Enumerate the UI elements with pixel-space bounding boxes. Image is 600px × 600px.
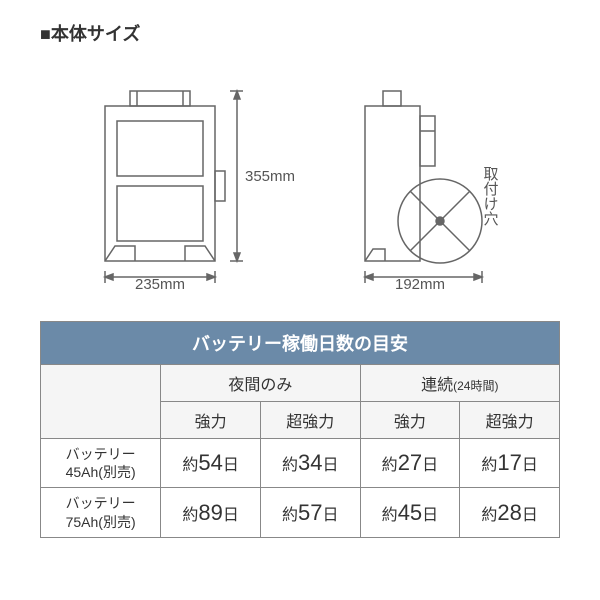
- battery-table: バッテリー稼働日数の目安 夜間のみ 連続(24時間) 強力 超強力 強力 超強力…: [40, 321, 560, 538]
- corner-cell: [41, 365, 161, 439]
- group-night: 夜間のみ: [161, 365, 360, 402]
- col-extra-1: 超強力: [260, 402, 360, 439]
- group-continuous: 連続(24時間): [360, 365, 559, 402]
- row2-head: バッテリー 75Ah(別売): [41, 488, 161, 537]
- front-view: 235mm 355mm: [75, 71, 295, 291]
- r1c2: 約34日: [260, 439, 360, 488]
- depth-dim: 192mm: [395, 276, 445, 291]
- row1-head-b: 45Ah(別売): [66, 464, 136, 480]
- r1c4: 約17日: [460, 439, 560, 488]
- group2-note: (24時間): [453, 379, 498, 393]
- r2c3: 約45日: [360, 488, 460, 537]
- diagram-area: 235mm 355mm: [40, 61, 560, 291]
- row1-head-a: バッテリー: [66, 446, 136, 462]
- col-strong-2: 強力: [360, 402, 460, 439]
- side-view: 192mm 取付け穴: [335, 71, 525, 291]
- table-title: バッテリー稼働日数の目安: [41, 322, 560, 365]
- group2-label: 連続: [421, 377, 453, 394]
- r1c1: 約54日: [161, 439, 261, 488]
- r2c4: 約28日: [460, 488, 560, 537]
- row2-head-a: バッテリー: [66, 495, 136, 511]
- col-strong-1: 強力: [161, 402, 261, 439]
- row2-head-b: 75Ah(別売): [66, 514, 136, 530]
- hole-label: 取付け穴: [482, 166, 499, 226]
- row1-head: バッテリー 45Ah(別売): [41, 439, 161, 488]
- r1c3: 約27日: [360, 439, 460, 488]
- section-title: ■本体サイズ: [40, 20, 560, 46]
- width-dim: 235mm: [135, 276, 185, 291]
- col-extra-2: 超強力: [460, 402, 560, 439]
- r2c2: 約57日: [260, 488, 360, 537]
- r2c1: 約89日: [161, 488, 261, 537]
- height-dim: 355mm: [245, 168, 295, 185]
